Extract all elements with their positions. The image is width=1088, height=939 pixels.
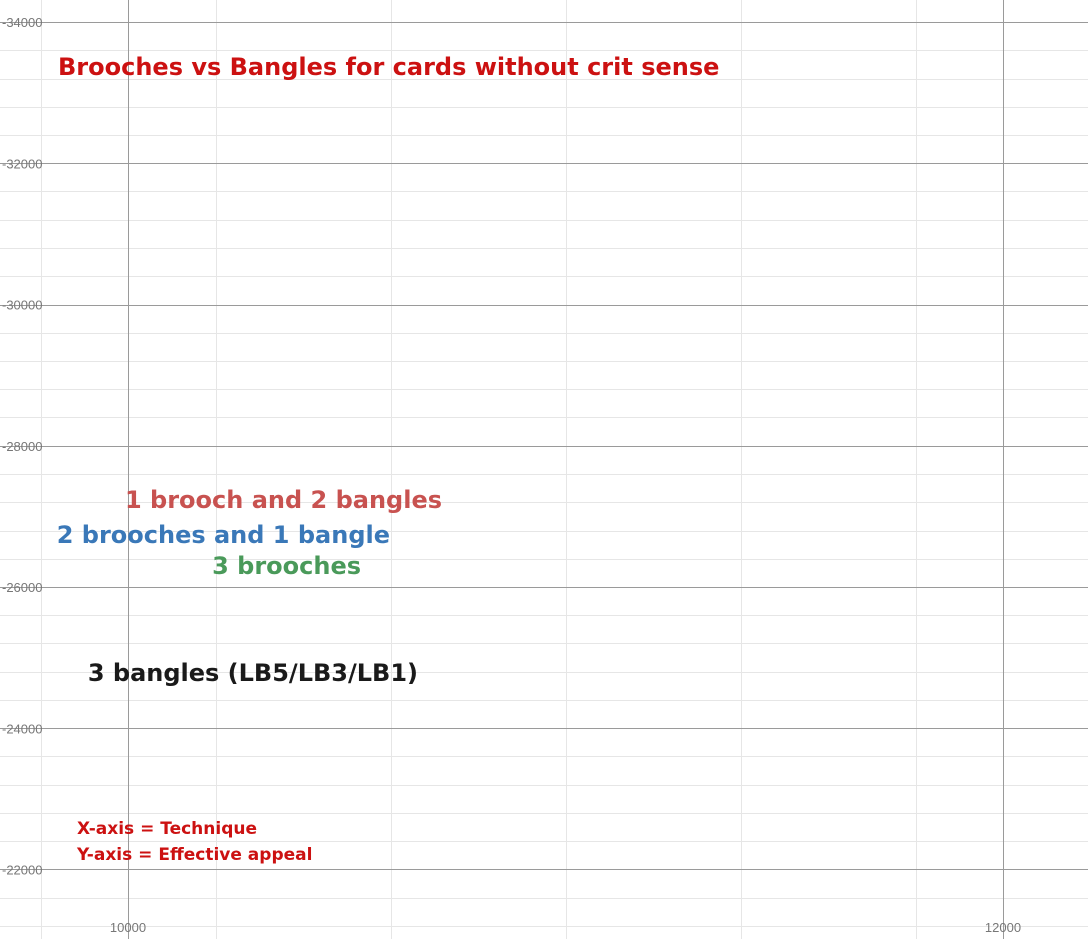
- chart-title: Brooches vs Bangles for cards without cr…: [58, 53, 719, 81]
- y-tick-label: -22000: [2, 863, 42, 878]
- y-tick-label: -26000: [2, 580, 42, 595]
- y-tick-label: -34000: [2, 15, 42, 30]
- series-label-3-brooches: 3 brooches: [212, 552, 361, 580]
- x-tick-label: 10000: [110, 920, 146, 935]
- y-tick-label: -24000: [2, 721, 42, 736]
- series-label-1-brooch-2-bangles: 1 brooch and 2 bangles: [125, 486, 442, 514]
- x-tick-labels: 100001200014000160001800020000: [110, 920, 1021, 935]
- x-tick-label: 12000: [985, 920, 1021, 935]
- y-tick-label: -32000: [2, 156, 42, 171]
- y-tick-labels: -22000 -24000 -26000 -28000 -30000 -32000 -340…: [2, 15, 42, 878]
- x-axis-note: X-axis = Technique: [77, 819, 257, 839]
- series-label-2-brooches-1-bangle: 2 brooches and 1 bangle: [57, 521, 390, 549]
- y-tick-label: -28000: [2, 439, 42, 454]
- y-tick-label: -30000: [2, 298, 42, 313]
- series-label-3-bangles: 3 bangles (LB5/LB3/LB1): [88, 659, 418, 687]
- y-axis-note: Y-axis = Effective appeal: [76, 845, 312, 865]
